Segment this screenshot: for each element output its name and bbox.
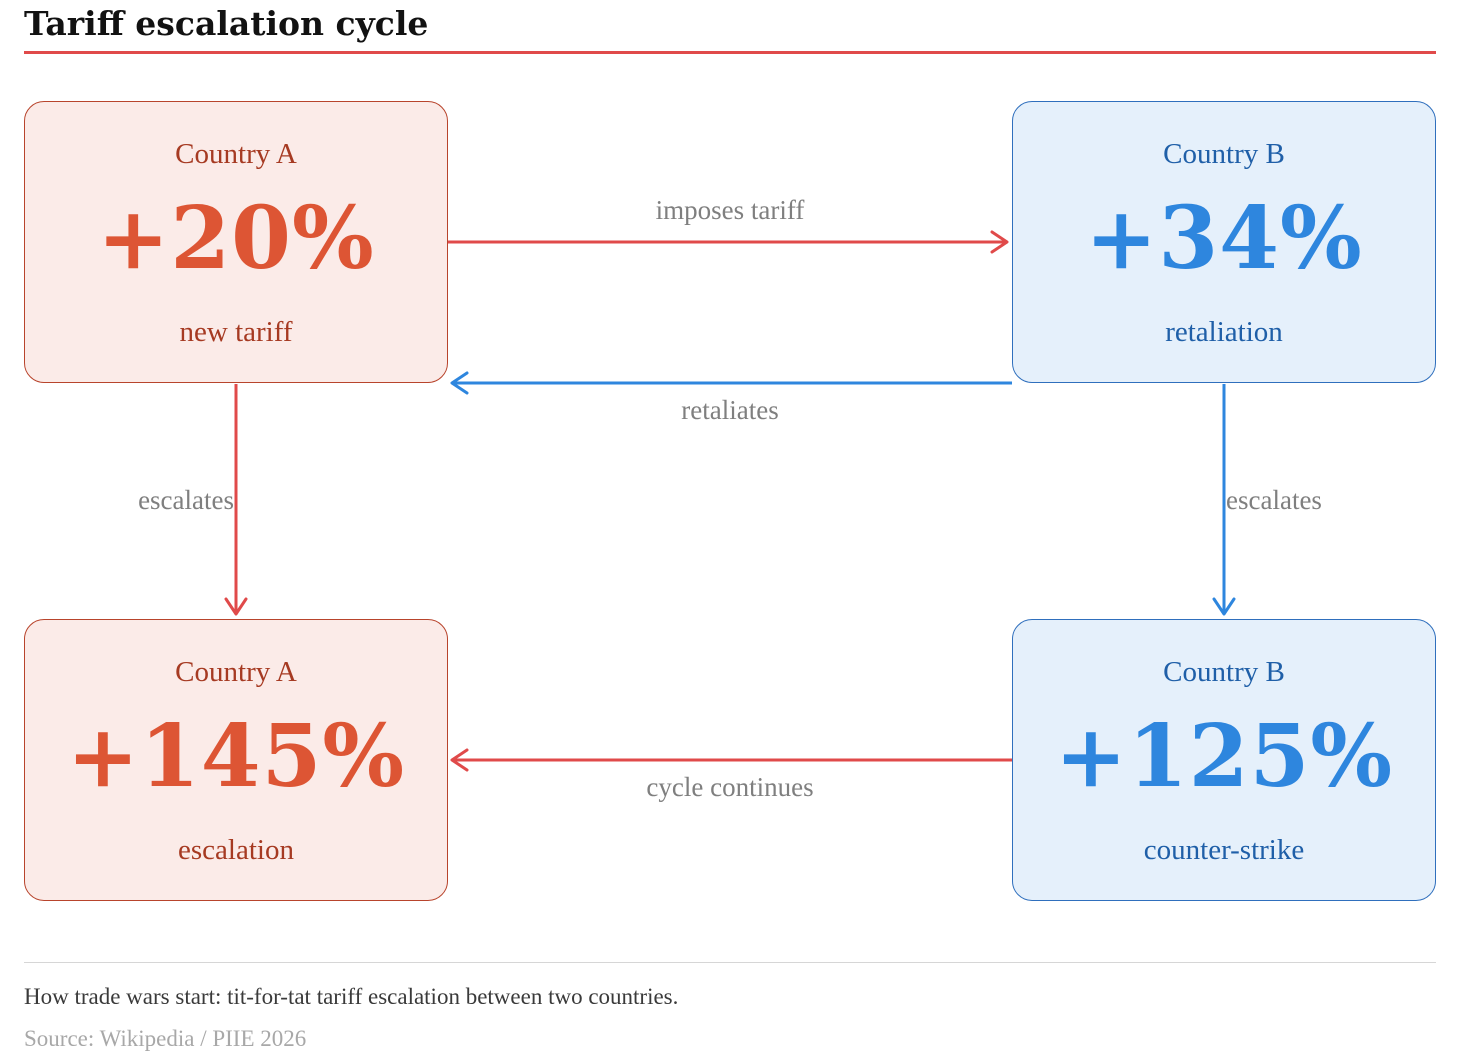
node-country-label: Country B [1163,656,1285,688]
caption: How trade wars start: tit-for-tat tariff… [24,984,679,1009]
node-country-label: Country A [175,656,297,688]
edge-cycle-continues [450,748,1012,772]
node-value: +20% [97,188,375,289]
arrowhead-left-icon [450,371,469,395]
node-country-label: Country B [1163,138,1285,170]
edge-label-cycle-continues: cycle continues [646,772,814,802]
node-value: +125% [1054,706,1394,807]
node-country-b-retaliation: Country B +34% retaliation [1012,101,1436,383]
arrowhead-left-icon [450,748,469,772]
edge-label-b-escalates: escalates [1226,485,1322,515]
arrowhead-right-icon [990,230,1009,254]
node-sublabel: new tariff [179,316,293,348]
node-country-a-escalation: Country A +145% escalation [24,619,448,901]
node-country-label: Country A [175,138,297,170]
node-sublabel: retaliation [1165,316,1283,348]
edge-b-escalates [1212,384,1236,616]
footer-divider [24,962,1436,963]
edge-imposes-tariff [448,230,1009,254]
edge-label-a-escalates: escalates [138,485,234,515]
page-title: Tariff escalation cycle [24,4,429,43]
node-value: +145% [66,706,406,807]
edge-label-retaliates: retaliates [681,395,779,425]
edge-label-imposes-tariff: imposes tariff [655,195,805,225]
node-country-b-counter-strike: Country B +125% counter-strike [1012,619,1436,901]
edge-a-escalates [224,384,248,616]
node-sublabel: counter-strike [1143,834,1305,866]
arrowhead-down-icon [1212,597,1236,616]
edge-retaliates [450,371,1012,395]
arrowhead-down-icon [224,597,248,616]
node-country-a-new-tariff: Country A +20% new tariff [24,101,448,383]
node-value: +34% [1085,188,1363,289]
source-note: Source: Wikipedia / PIIE 2026 [24,1026,307,1051]
node-sublabel: escalation [178,834,294,866]
title-divider [24,51,1436,54]
